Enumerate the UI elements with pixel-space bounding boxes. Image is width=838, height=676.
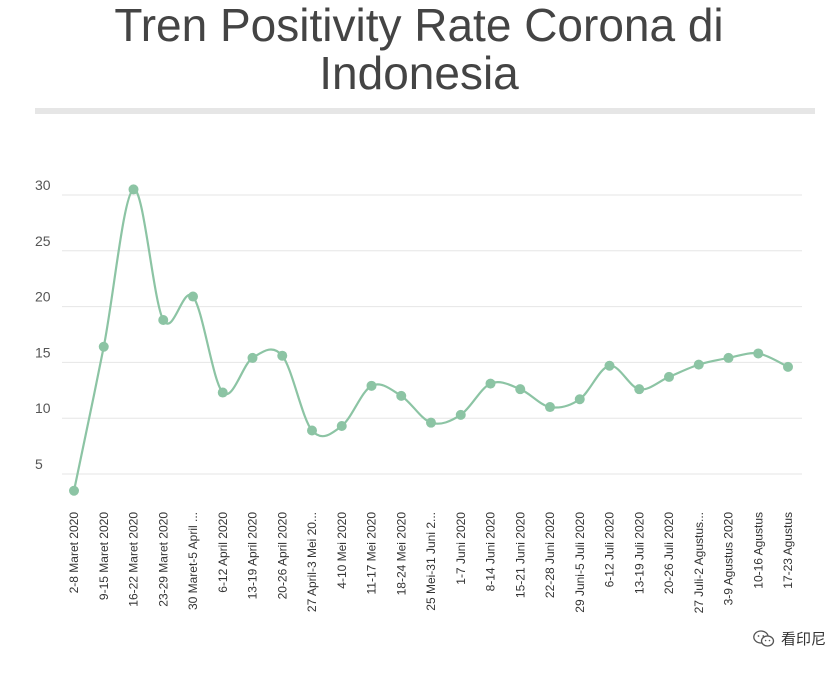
x-tick-label: 25 Mei-31 Juni 2... bbox=[424, 512, 438, 611]
series-line bbox=[72, 188, 790, 492]
watermark: 看印尼 bbox=[753, 628, 826, 649]
watermark-text: 看印尼 bbox=[780, 631, 826, 648]
x-tick-label: 20-26 April 2020 bbox=[275, 512, 289, 600]
title-divider bbox=[35, 108, 815, 114]
data-point[interactable]: 2-8 Maret 2020: 3.5 bbox=[69, 485, 79, 496]
x-tick-label: 16-22 Maret 2020 bbox=[127, 512, 141, 607]
data-point[interactable]: 4-10 Mei 2020: 9.3 bbox=[336, 421, 347, 432]
data-point[interactable]: 27 April-3 Mei 20...: 8.9 bbox=[307, 425, 317, 436]
data-point[interactable]: 20-26 April 2020: 15.6 bbox=[277, 350, 288, 361]
x-tick-label: 13-19 April 2020 bbox=[246, 512, 260, 600]
chart-title: Tren Positivity Rate Corona di Indonesia bbox=[0, 1, 838, 97]
x-tick-label: 22-28 Juni 2020 bbox=[543, 512, 557, 598]
x-tick-label: 17-23 Agustus bbox=[781, 512, 795, 589]
data-point[interactable]: 27 Juli-2 Agustus...: 14.8 bbox=[693, 359, 704, 370]
data-point[interactable]: 30 Maret-5 April ...: 20.9 bbox=[188, 291, 198, 302]
wechat-icon bbox=[753, 629, 775, 648]
x-tick-label: 4-10 Mei 2020 bbox=[335, 512, 349, 589]
y-axis-ticks: 5 10 15 20 25 30 bbox=[35, 177, 51, 472]
data-point[interactable]: 23-29 Maret 2020: 18.8 bbox=[158, 314, 169, 325]
x-tick-label: 20-26 Juli 2020 bbox=[662, 512, 676, 594]
data-point[interactable]: 29 Juni-5 Juli 2020: 11.7 bbox=[574, 394, 585, 405]
x-tick-label: 23-29 Maret 2020 bbox=[156, 512, 170, 607]
data-point[interactable]: 18-24 Mei 2020: 12 bbox=[396, 390, 407, 401]
data-point[interactable]: 11-17 Mei 2020: 12.9 bbox=[366, 380, 377, 391]
x-tick-label: 11-17 Mei 2020 bbox=[365, 512, 379, 595]
points-layer: 2-8 Maret 2020: 3.5 9-15 Maret 2020: 16.4… bbox=[69, 184, 793, 496]
y-tick-label: 30 bbox=[35, 177, 51, 193]
x-tick-label: 29 Juni-5 Juli 2020 bbox=[573, 512, 587, 613]
data-point[interactable]: 20-26 Juli 2020: 13.7 bbox=[664, 371, 674, 382]
series-layer bbox=[72, 188, 790, 492]
x-tick-label: 6-12 April 2020 bbox=[216, 512, 230, 593]
data-point[interactable]: 16-22 Maret 2020: 30.5 bbox=[128, 184, 139, 195]
grid-layer bbox=[62, 194, 802, 475]
x-tick-label: 1-7 Juni 2020 bbox=[454, 512, 468, 585]
x-tick-label: 15-21 Juni 2020 bbox=[513, 512, 527, 598]
chart-title-line-2: Indonesia bbox=[319, 47, 519, 99]
y-tick-label: 15 bbox=[35, 344, 51, 360]
x-tick-label: 27 April-3 Mei 20... bbox=[305, 512, 319, 612]
x-tick-label: 10-16 Agustus bbox=[751, 512, 765, 589]
data-point[interactable]: 3-9 Agustus 2020: 15.4 bbox=[723, 352, 734, 363]
data-point[interactable]: 6-12 Juli 2020: 14.7 bbox=[604, 360, 615, 371]
x-tick-label: 8-14 Juni 2020 bbox=[484, 512, 498, 592]
data-point[interactable]: 15-21 Juni 2020: 12.6 bbox=[515, 384, 526, 395]
data-point[interactable]: 17-23 Agustus: 14.6 bbox=[783, 361, 793, 372]
x-tick-label: 2-8 Maret 2020 bbox=[67, 512, 81, 594]
y-tick-label: 25 bbox=[35, 233, 51, 249]
data-point[interactable]: 1-7 Juni 2020: 10.3 bbox=[455, 409, 466, 420]
data-point[interactable]: 13-19 Juli 2020: 12.6 bbox=[634, 384, 645, 395]
data-point[interactable]: 25 Mei-31 Juni 2...: 9.6 bbox=[426, 417, 436, 428]
y-tick-label: 5 bbox=[35, 456, 43, 472]
x-tick-label: 9-15 Maret 2020 bbox=[97, 512, 111, 600]
data-point[interactable]: 9-15 Maret 2020: 16.4 bbox=[98, 341, 109, 352]
chart-title-line-1: Tren Positivity Rate Corona di bbox=[114, 0, 724, 51]
y-tick-label: 20 bbox=[35, 289, 51, 305]
data-point[interactable]: 10-16 Agustus: 15.8 bbox=[753, 348, 764, 359]
data-point[interactable]: 22-28 Juni 2020: 11 bbox=[545, 402, 555, 413]
x-tick-label: 18-24 Mei 2020 bbox=[394, 512, 408, 596]
data-point[interactable]: 13-19 April 2020: 15.4 bbox=[247, 352, 258, 363]
x-tick-label: 13-19 Juli 2020 bbox=[632, 512, 646, 594]
y-tick-label: 10 bbox=[35, 400, 51, 416]
x-tick-label: 3-9 Agustus 2020 bbox=[722, 512, 736, 606]
x-tick-label: 30 Maret-5 April ... bbox=[186, 512, 200, 610]
data-point[interactable]: 8-14 Juni 2020: 13.1 bbox=[485, 378, 496, 389]
data-point[interactable]: 6-12 April 2020: 12.3 bbox=[217, 387, 228, 398]
x-tick-label: 6-12 Juli 2020 bbox=[603, 512, 617, 588]
x-axis-ticks: 2-8 Maret 2020 9-15 Maret 2020 16-22 Maret… bbox=[67, 512, 795, 614]
x-tick-label: 27 Juli-2 Agustus... bbox=[692, 512, 706, 613]
